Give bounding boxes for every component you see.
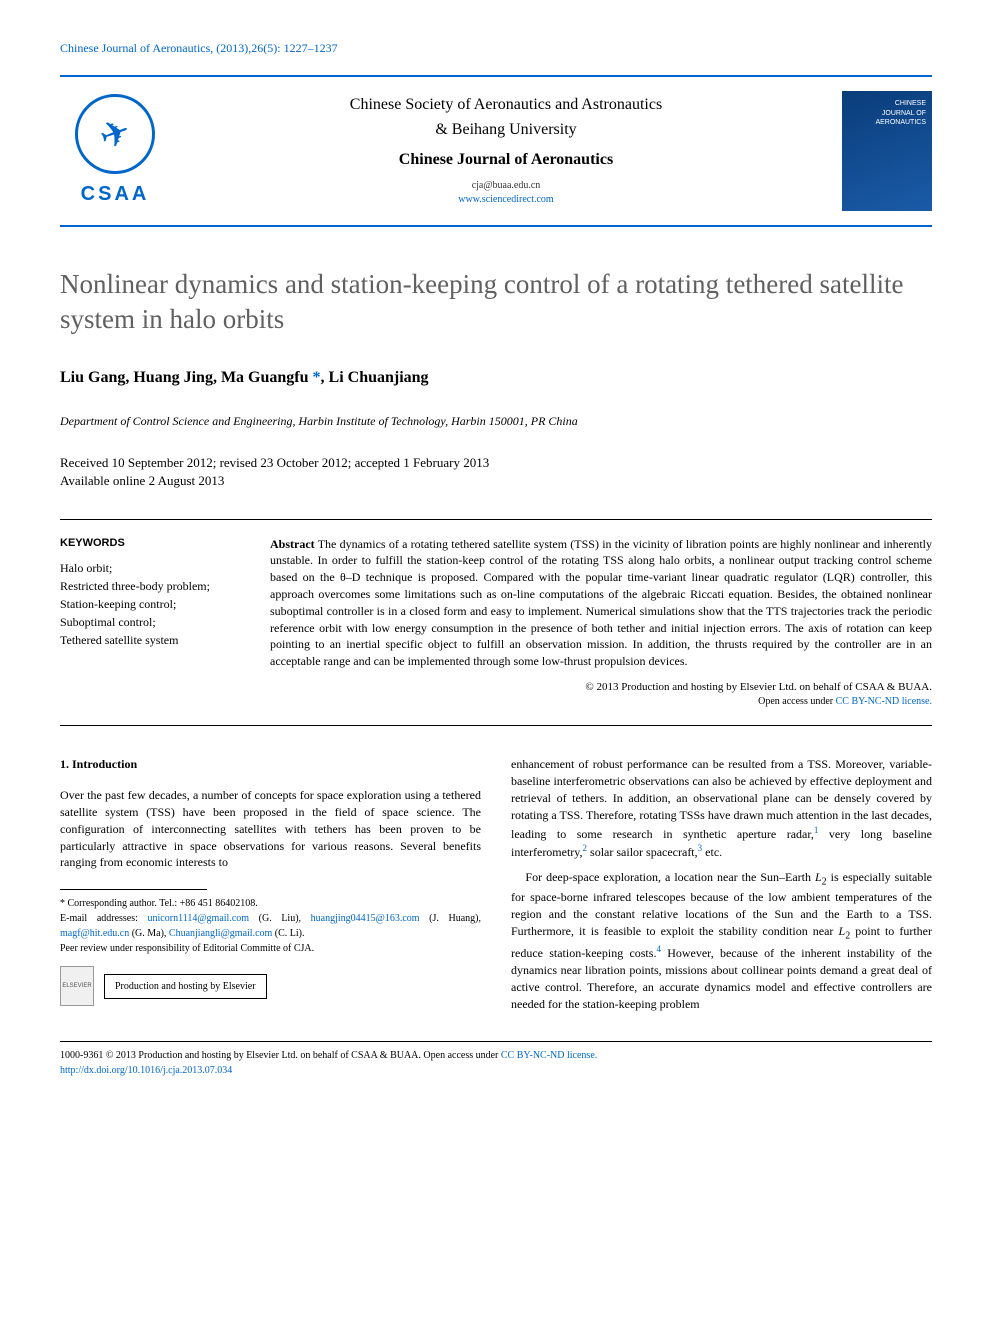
abstract-license: Open access under CC BY-NC-ND license. <box>270 695 932 709</box>
header-center: Chinese Society of Aeronautics and Astro… <box>190 94 822 207</box>
abstract-column: Abstract The dynamics of a rotating teth… <box>270 536 932 710</box>
email-liu[interactable]: unicorn1114@gmail.com <box>148 913 250 924</box>
article-title: Nonlinear dynamics and station-keeping c… <box>60 267 932 337</box>
license-link[interactable]: CC BY-NC-ND license. <box>836 696 932 707</box>
elsevier-logo-icon: ELSEVIER <box>60 966 94 1006</box>
journal-reference: Chinese Journal of Aeronautics, (2013),2… <box>60 40 932 57</box>
airplane-icon: ✈ <box>92 105 138 163</box>
divider-bottom <box>60 725 932 726</box>
email-ma[interactable]: magf@hit.edu.cn <box>60 928 129 939</box>
intro-paragraph-2: enhancement of robust performance can be… <box>511 756 932 861</box>
section-heading-intro: 1. Introduction <box>60 756 481 773</box>
dates-online: Available online 2 August 2013 <box>60 472 932 490</box>
bottom-metadata: 1000-9361 © 2013 Production and hosting … <box>60 1048 932 1078</box>
keywords-abstract-row: KEYWORDS Halo orbit; Restricted three-bo… <box>60 536 932 710</box>
authors-pre: Liu Gang, Huang Jing, Ma Guangfu <box>60 369 313 386</box>
elsevier-hosting-box: ELSEVIER Production and hosting by Elsev… <box>60 966 481 1006</box>
corresponding-author-note: * Corresponding author. Tel.: +86 451 86… <box>60 896 481 911</box>
body-column-left: 1. Introduction Over the past few decade… <box>60 756 481 1020</box>
journal-name: Chinese Journal of Aeronautics <box>190 149 822 171</box>
cover-title: CHINESE JOURNAL OF AERONAUTICS <box>848 99 926 128</box>
journal-cover-thumbnail: CHINESE JOURNAL OF AERONAUTICS <box>842 91 932 211</box>
hosting-label: Production and hosting by Elsevier <box>104 974 267 999</box>
journal-url[interactable]: www.sciencedirect.com <box>190 193 822 207</box>
dates-received: Received 10 September 2012; revised 23 O… <box>60 454 932 472</box>
society-name-1: Chinese Society of Aeronautics and Astro… <box>190 94 822 116</box>
affiliation: Department of Control Science and Engine… <box>60 413 932 430</box>
footnote-rule <box>60 889 207 890</box>
journal-email: cja@buaa.edu.cn <box>190 179 822 193</box>
body-columns: 1. Introduction Over the past few decade… <box>60 756 932 1020</box>
society-name-2: & Beihang University <box>190 119 822 141</box>
abstract-copyright: © 2013 Production and hosting by Elsevie… <box>270 680 932 695</box>
keywords-list: Halo orbit; Restricted three-body proble… <box>60 559 240 649</box>
peer-review-note: Peer review under responsibility of Edit… <box>60 941 481 956</box>
logo-acronym: CSAA <box>81 180 150 208</box>
keywords-heading: KEYWORDS <box>60 536 240 551</box>
bottom-rule <box>60 1041 932 1042</box>
corresponding-mark: * <box>313 369 321 386</box>
authors: Liu Gang, Huang Jing, Ma Guangfu *, Li C… <box>60 367 932 389</box>
issn-copyright: 1000-9361 © 2013 Production and hosting … <box>60 1048 932 1063</box>
abstract-text: The dynamics of a rotating tethered sate… <box>270 537 932 669</box>
intro-paragraph-3: For deep-space exploration, a location n… <box>511 869 932 1013</box>
intro-paragraph-1: Over the past few decades, a number of c… <box>60 787 481 871</box>
logo-circle-icon: ✈ <box>75 94 155 174</box>
bottom-license-link[interactable]: CC BY-NC-ND license. <box>501 1050 597 1061</box>
csaa-logo: ✈ CSAA <box>60 94 170 208</box>
email-addresses: E-mail addresses: unicorn1114@gmail.com … <box>60 911 481 941</box>
abstract-label: Abstract <box>270 537 315 551</box>
email-huang[interactable]: huangjing04415@163.com <box>311 913 420 924</box>
article-dates: Received 10 September 2012; revised 23 O… <box>60 454 932 490</box>
keywords-column: KEYWORDS Halo orbit; Restricted three-bo… <box>60 536 240 710</box>
divider-top <box>60 519 932 520</box>
body-column-right: enhancement of robust performance can be… <box>511 756 932 1020</box>
footnotes: * Corresponding author. Tel.: +86 451 86… <box>60 896 481 1006</box>
journal-header: ✈ CSAA Chinese Society of Aeronautics an… <box>60 75 932 227</box>
authors-post: , Li Chuanjiang <box>321 369 429 386</box>
doi-link[interactable]: http://dx.doi.org/10.1016/j.cja.2013.07.… <box>60 1063 932 1078</box>
email-li[interactable]: Chuanjiangli@gmail.com <box>169 928 272 939</box>
